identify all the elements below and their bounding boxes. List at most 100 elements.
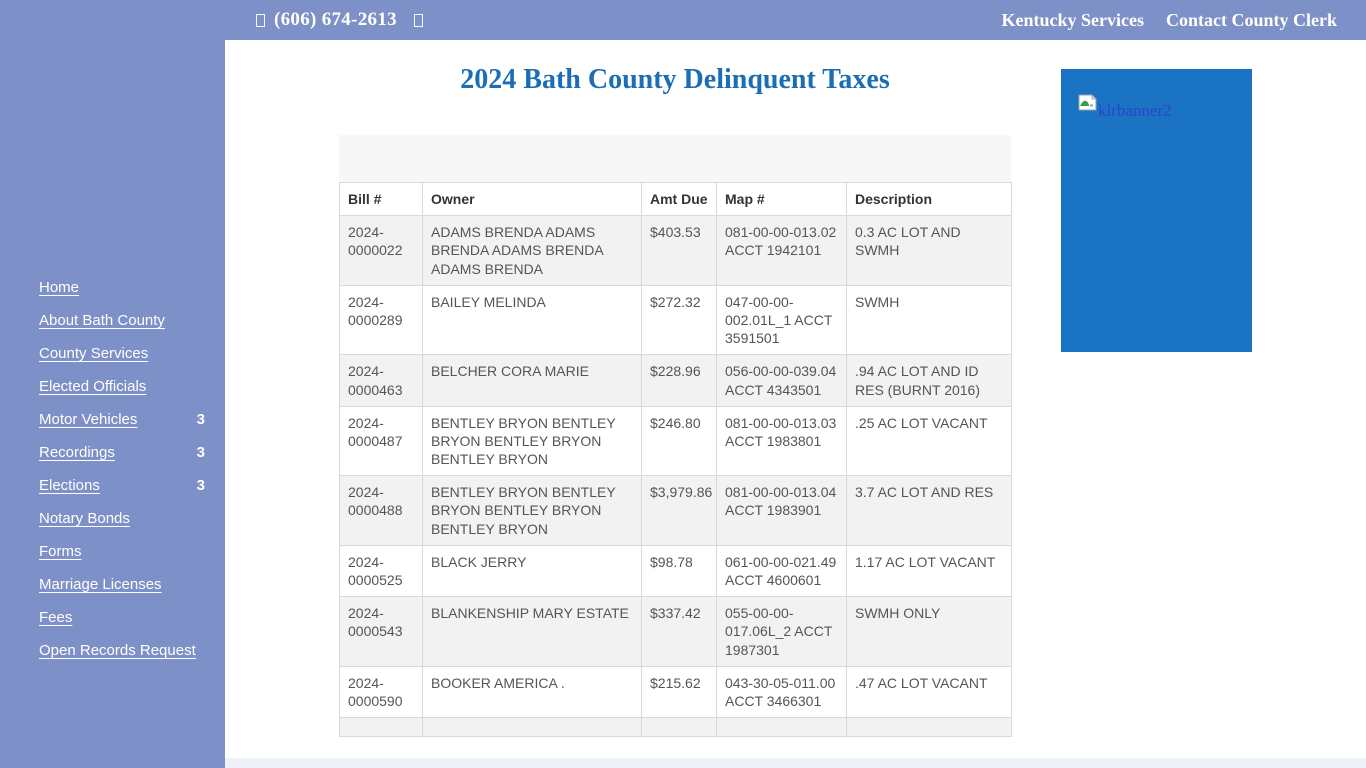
owner-cell: BELCHER CORA MARIE bbox=[422, 354, 642, 407]
map-cell: 081-00-00-013.02 ACCT 1942101 bbox=[716, 215, 847, 286]
column-header-bill: Bill # bbox=[339, 181, 423, 217]
sidebar-item-link[interactable]: Forms bbox=[39, 543, 82, 560]
sidebar-item-county-services: County Services bbox=[0, 337, 225, 370]
bill-cell: 2024-0000488 bbox=[339, 475, 423, 546]
owner-cell: BOOKER AMERICA . bbox=[422, 665, 642, 719]
amt-due-cell: $246.80 bbox=[641, 405, 717, 477]
owner-cell: BENTLEY BRYON BENTLEY BRYON BENTLEY BRYO… bbox=[422, 475, 642, 546]
bill-cell: 2024-0000590 bbox=[339, 665, 423, 719]
bill-cell: 2024-0000022 bbox=[339, 215, 423, 286]
description-cell: SWMH bbox=[846, 284, 1012, 356]
owner-cell: BENTLEY BRYON BENTLEY BRYON BENTLEY BRYO… bbox=[422, 405, 642, 477]
sidebar-item-link[interactable]: County Services bbox=[39, 345, 149, 362]
column-header-description: Description bbox=[846, 181, 1012, 217]
fax-icon bbox=[413, 13, 423, 27]
sidebar-item-elections: Elections 3 bbox=[0, 469, 225, 502]
delinquent-taxes-table: Bill # Owner Amt Due Map # Description 2024-… bbox=[339, 181, 1012, 738]
phone-number: (606) 674-2613 bbox=[274, 9, 397, 30]
amt-due-cell: $228.96 bbox=[641, 354, 717, 407]
broken-image: klrbanner2 bbox=[1078, 94, 1172, 121]
map-cell: 081-00-00-013.04 ACCT 1983901 bbox=[716, 475, 847, 546]
map-cell: 061-00-00-021.49 ACCT 4600601 bbox=[716, 544, 847, 598]
bill-cell: 2024-0000289 bbox=[339, 284, 423, 356]
page-title: 2024 Bath County Delinquent Taxes bbox=[460, 64, 890, 95]
owner-cell: BLACK JERRY bbox=[422, 544, 642, 598]
amt-due-cell: $272.32 bbox=[641, 284, 717, 356]
column-header-map: Map # bbox=[716, 181, 847, 217]
sidebar-item-link[interactable]: Home bbox=[39, 279, 80, 296]
bill-cell: 2024-0000525 bbox=[339, 544, 423, 598]
sidebar-item-badge: 3 bbox=[196, 411, 205, 428]
sidebar-item-link[interactable]: Open Records Request bbox=[39, 642, 196, 659]
sidebar-item-open-records-request: Open Records Request bbox=[0, 634, 225, 667]
description-cell: 1.17 AC LOT VACANT bbox=[846, 544, 1012, 598]
column-header-amt-due: Amt Due bbox=[641, 181, 717, 217]
bill-cell: 2024-0000487 bbox=[339, 405, 423, 477]
map-cell: 043-30-05-011.00 ACCT 3466301 bbox=[716, 665, 847, 719]
amt-due-cell: $3,979.86 bbox=[641, 475, 717, 546]
description-cell: .25 AC LOT VACANT bbox=[846, 405, 1012, 477]
topbar: (606) 674-2613 Kentucky Services Contact … bbox=[225, 0, 1366, 40]
sidebar-item-link[interactable]: Fees bbox=[39, 609, 73, 626]
sidebar-item-marriage-licenses: Marriage Licenses bbox=[0, 568, 225, 601]
table-row: 2024-0000488 BENTLEY BRYON BENTLEY BRYON … bbox=[339, 475, 1012, 546]
description-cell: .47 AC LOT VACANT bbox=[846, 665, 1012, 719]
amt-due-cell: $215.62 bbox=[641, 665, 717, 719]
footer-strip bbox=[225, 758, 1366, 768]
sidebar-item-about-bath-county: About Bath County bbox=[0, 304, 225, 337]
topbar-links: Kentucky Services Contact County Clerk bbox=[1002, 10, 1337, 31]
broken-image-icon bbox=[1078, 94, 1097, 111]
sidebar-item-fees: Fees bbox=[0, 601, 225, 634]
owner-cell: BLANKENSHIP MARY ESTATE bbox=[422, 596, 642, 667]
sidebar-item-link[interactable]: Recordings bbox=[39, 444, 115, 461]
map-cell: 055-00-00-017.06L_2 ACCT 1987301 bbox=[716, 596, 847, 667]
sidebar-item-link[interactable]: Notary Bonds bbox=[39, 510, 130, 527]
sidebar-ad-banner[interactable]: klrbanner2 bbox=[1061, 69, 1252, 352]
table-row: 2024-0000289 BAILEY MELINDA $272.32 047-00-… bbox=[339, 284, 1012, 356]
main-content: 2024 Bath County Delinquent Taxes Bill #… bbox=[225, 40, 1366, 768]
sidebar-item-badge: 3 bbox=[196, 477, 205, 494]
sidebar-item-motor-vehicles: Motor Vehicles 3 bbox=[0, 403, 225, 436]
owner-cell: ADAMS BRENDA ADAMS BRENDA ADAMS BRENDA A… bbox=[422, 215, 642, 286]
topbar-link-contact-county-clerk[interactable]: Contact County Clerk bbox=[1166, 9, 1337, 30]
sidebar-item-notary-bonds: Notary Bonds bbox=[0, 502, 225, 535]
amt-due-cell: $337.42 bbox=[641, 596, 717, 667]
table-row: 2024-0000022 ADAMS BRENDA ADAMS BRENDA AD… bbox=[339, 215, 1012, 286]
description-cell: .94 AC LOT AND ID RES (BURNT 2016) bbox=[846, 354, 1012, 407]
map-cell: 047-00-00-002.01L_1 ACCT 3591501 bbox=[716, 284, 847, 356]
sidebar-item-recordings: Recordings 3 bbox=[0, 436, 225, 469]
sidebar-item-link[interactable]: Elected Officials bbox=[39, 378, 147, 395]
table-row: 2024-0000463 BELCHER CORA MARIE $228.96 056… bbox=[339, 354, 1012, 407]
sidebar-item-elected-officials: Elected Officials bbox=[0, 370, 225, 403]
amt-due-cell: $98.78 bbox=[641, 544, 717, 598]
sidebar-item-forms: Forms bbox=[0, 535, 225, 568]
bill-cell: 2024-0000543 bbox=[339, 596, 423, 667]
sidebar-item-badge: 3 bbox=[196, 444, 205, 461]
sidebar-item-home: Home bbox=[0, 271, 225, 304]
phone-icon bbox=[256, 13, 265, 27]
description-cell: 0.3 AC LOT AND SWMH bbox=[846, 215, 1012, 286]
column-header-owner: Owner bbox=[422, 181, 642, 217]
sidebar-item-link[interactable]: Motor Vehicles bbox=[39, 411, 138, 428]
table-toolbar bbox=[339, 135, 1011, 182]
sidebar-item-link[interactable]: Marriage Licenses bbox=[39, 576, 162, 593]
description-cell: SWMH ONLY bbox=[846, 596, 1012, 667]
sidebar-item-link[interactable]: About Bath County bbox=[39, 312, 165, 329]
description-cell: 3.7 AC LOT AND RES bbox=[846, 475, 1012, 546]
table-row: 2024-0000590 BOOKER AMERICA . $215.62 043-3… bbox=[339, 665, 1012, 719]
broken-image-alt-text: klrbanner2 bbox=[1098, 101, 1172, 120]
sidebar: Home About Bath County County Services Elec… bbox=[0, 0, 225, 768]
table-header-row: Bill # Owner Amt Due Map # Description bbox=[339, 181, 1012, 217]
sidebar-nav: Home About Bath County County Services Elec… bbox=[0, 271, 225, 667]
table-row: 2024-0000525 BLACK JERRY $98.78 061-00-00-0… bbox=[339, 544, 1012, 598]
phone-group: (606) 674-2613 bbox=[256, 9, 423, 31]
map-cell: 081-00-00-013.03 ACCT 1983801 bbox=[716, 405, 847, 477]
amt-due-cell: $403.53 bbox=[641, 215, 717, 286]
table-row: 2024-0000543 BLANKENSHIP MARY ESTATE $337.… bbox=[339, 596, 1012, 667]
topbar-link-kentucky-services[interactable]: Kentucky Services bbox=[1001, 9, 1144, 30]
owner-cell: BAILEY MELINDA bbox=[422, 284, 642, 356]
bill-cell: 2024-0000463 bbox=[339, 354, 423, 407]
map-cell: 056-00-00-039.04 ACCT 4343501 bbox=[716, 354, 847, 407]
sidebar-item-link[interactable]: Elections bbox=[39, 477, 100, 494]
table-row-partial bbox=[339, 717, 1012, 738]
